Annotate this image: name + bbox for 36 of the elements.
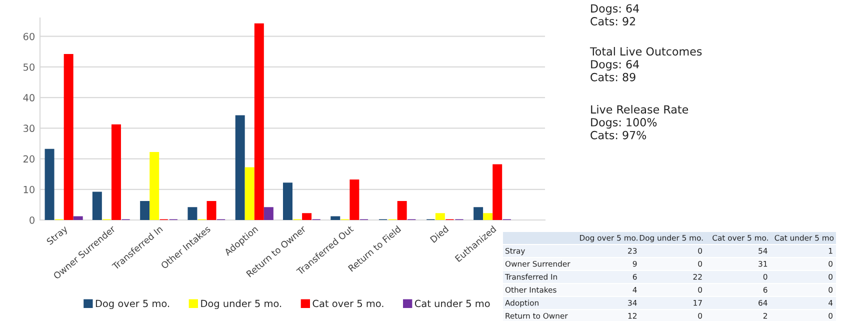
bar (206, 200, 216, 220)
bar (435, 213, 445, 220)
legend-label: Dog over 5 mo. (96, 300, 170, 310)
bar (92, 192, 102, 220)
text: Total Live Outcomes Dogs: 64 Cats: 89 (590, 47, 702, 82)
bar (73, 216, 83, 220)
bar (64, 54, 74, 220)
bar (254, 23, 264, 220)
text: Live Release Rate Dogs: 100% Cats: 97% (590, 105, 688, 140)
legend-label: Cat over 5 mo. (312, 300, 384, 308)
bar (150, 152, 160, 220)
bar (282, 182, 292, 220)
y-tick-label: 30 (24, 124, 34, 132)
bar (330, 216, 340, 220)
y-tick-label: 20 (23, 155, 34, 163)
bar (235, 115, 245, 220)
bar (350, 180, 360, 220)
y-tick-label: 10 (24, 186, 34, 194)
bar (483, 213, 493, 220)
bar (492, 164, 502, 220)
y-tick-label: 50 (24, 63, 34, 71)
bar (264, 207, 274, 220)
bar (44, 148, 54, 220)
bar (302, 213, 312, 220)
bar (111, 124, 121, 220)
y-tick-label: 0 (30, 216, 34, 224)
bar (244, 167, 254, 220)
bar (140, 200, 150, 220)
bar (474, 207, 484, 220)
y-tick-label: 40 (23, 94, 34, 102)
bar (188, 207, 198, 220)
text: Dogs: 64 Cats: 92 (590, 4, 639, 26)
legend-label: Cat under 5 mo (414, 300, 490, 308)
bar (397, 200, 407, 220)
legend-label: Dog under 5 mo. (201, 300, 282, 310)
y-tick-label: 60 (23, 32, 34, 40)
